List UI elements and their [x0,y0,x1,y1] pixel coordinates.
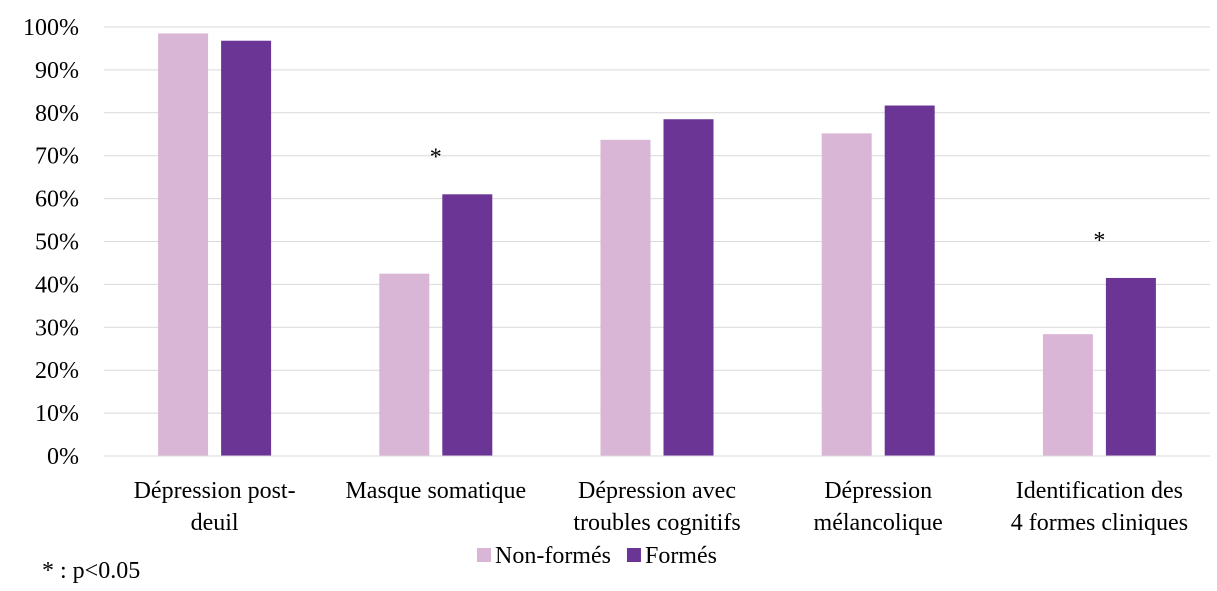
bar-non-formes [821,133,872,456]
bar-formes [663,119,714,457]
bar-formes [221,40,272,457]
bar-non-formes [158,33,209,457]
significance-marks: ** [430,144,1106,254]
y-tick-label: 80% [35,101,79,127]
significance-mark: * [430,144,442,170]
bar-non-formes [600,139,651,456]
x-category-label: Dépression post-deuil [134,478,296,536]
legend-label: Non-formés [495,543,611,569]
x-axis-labels: Dépression post-deuil Masque somatique Dép… [134,478,1188,536]
bars [158,33,1156,457]
bar-formes [884,105,935,456]
y-tick-label: 60% [35,187,79,213]
bar-formes [442,194,493,456]
y-axis-ticks: 0% 10% 20% 30% 40% 50% 60% 70% 80% 90% 100% [23,15,79,470]
legend-label: Formés [645,543,717,569]
y-tick-label: 90% [35,58,79,84]
bar-non-formes [379,273,430,456]
legend-swatch [626,548,641,562]
y-tick-label: 0% [47,444,79,470]
legend-swatch [477,548,491,562]
significance-mark: * [1093,228,1105,254]
y-tick-label: 10% [35,401,79,427]
x-category-label: Identification des 4 formes cliniques [1011,478,1188,536]
y-tick-label: 40% [35,272,79,298]
y-tick-label: 30% [35,315,79,341]
bar-non-formes [1042,334,1093,456]
y-tick-label: 70% [35,144,79,170]
y-tick-label: 20% [35,358,79,384]
x-category-label: Masque somatique [345,478,526,504]
y-tick-label: 50% [35,230,79,256]
bar-formes [1105,277,1156,456]
footnote: * : p<0.05 [42,558,140,584]
x-category-label: Dépression mélancolique [814,478,943,536]
y-tick-label: 100% [23,15,79,41]
legend: Non-formés Formés [477,543,717,569]
x-category-label: Dépression avec troubles cognitifs [573,478,740,536]
gridlines [104,26,1210,414]
